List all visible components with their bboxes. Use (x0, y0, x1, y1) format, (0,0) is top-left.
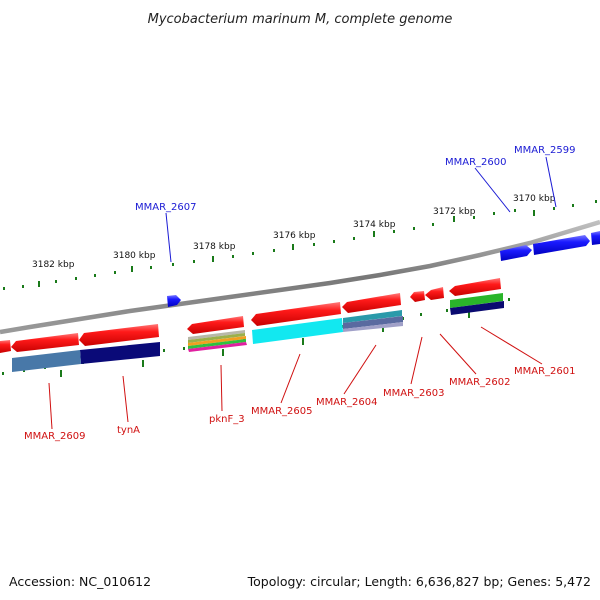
label-mmar-2607[interactable]: MMAR_2607 (135, 202, 197, 213)
tick-label-3174: 3174 kbp (353, 220, 396, 230)
leader-mmar-2604 (343, 344, 377, 395)
label-mmar-2609[interactable]: MMAR_2609 (24, 431, 86, 442)
tick-label-3182: 3182 kbp (32, 260, 75, 270)
leader-pknf-3 (220, 364, 223, 412)
gene-mmar-2604[interactable] (342, 293, 401, 313)
genome-summary-text: Topology: circular; Length: 6,636,827 bp… (247, 574, 591, 589)
gene-left-edge[interactable] (0, 340, 11, 353)
band-pknf-magenta (188, 342, 247, 352)
band-pknf-olive (188, 333, 245, 343)
accession-text: Accession: NC_010612 (9, 574, 151, 589)
leader-mmar-2605 (280, 353, 301, 404)
band-mmar-2609-blue (12, 350, 81, 372)
tick-label-3172: 3172 kbp (433, 207, 476, 217)
gene-mmar-2601[interactable] (449, 278, 501, 296)
band-teal (343, 310, 402, 323)
leader-mmar-2599 (545, 156, 557, 208)
band-pknf-orange (188, 336, 246, 346)
band-cyan (252, 318, 343, 344)
gene-beyond-edge[interactable] (591, 231, 600, 245)
leader-tyna (122, 375, 129, 423)
band-green (450, 293, 503, 308)
forward-genes (167, 231, 600, 307)
gene-mmar-2607[interactable] (167, 295, 181, 307)
gene-tyna[interactable] (79, 324, 159, 346)
band-lavender (343, 322, 403, 332)
label-mmar-2602[interactable]: MMAR_2602 (449, 377, 511, 388)
band-navy (450, 301, 504, 315)
outer-tick-track (3, 200, 597, 290)
leader-lines (48, 156, 557, 430)
band-pknf-green (188, 339, 246, 349)
leader-mmar-2609 (48, 382, 53, 430)
band-slate (343, 316, 403, 329)
gene-mmar-2609[interactable] (11, 333, 79, 352)
gene-mmar-2603[interactable] (410, 291, 425, 302)
label-tyna[interactable]: tynA (117, 425, 140, 436)
map-title: Mycobacterium marinum M, complete genome (148, 12, 453, 27)
label-mmar-2604[interactable]: MMAR_2604 (316, 397, 378, 408)
tick-labels: 3182 kbp 3180 kbp 3178 kbp 3176 kbp 3174… (32, 194, 556, 270)
leader-mmar-2601 (480, 326, 543, 365)
leader-mmar-2602 (439, 333, 477, 375)
label-mmar-2600[interactable]: MMAR_2600 (445, 157, 507, 168)
band-pknf-grey (188, 330, 245, 340)
label-mmar-2601[interactable]: MMAR_2601 (514, 366, 576, 377)
label-mmar-2603[interactable]: MMAR_2603 (383, 388, 445, 399)
feature-bands (12, 293, 504, 372)
leader-mmar-2607 (165, 212, 172, 263)
leader-mmar-2603 (410, 336, 423, 385)
genome-backbone (0, 219, 600, 335)
band-tyna-navy (80, 342, 160, 364)
label-mmar-2599[interactable]: MMAR_2599 (514, 145, 576, 156)
gene-labels: MMAR_2599 MMAR_2600 MMAR_2607 MMAR_2601 … (24, 145, 576, 442)
gene-pknf-3[interactable] (187, 316, 244, 334)
gene-mmar-2600[interactable] (500, 245, 532, 261)
gene-mmar-2599[interactable] (533, 235, 590, 255)
label-mmar-2605[interactable]: MMAR_2605 (251, 406, 313, 417)
gene-mmar-2605[interactable] (251, 302, 341, 326)
tick-label-3178: 3178 kbp (193, 242, 236, 252)
label-pknf-3[interactable]: pknF_3 (209, 414, 245, 425)
tick-label-3176: 3176 kbp (273, 231, 316, 241)
tick-label-3180: 3180 kbp (113, 251, 156, 261)
gene-mmar-2602[interactable] (425, 287, 444, 300)
reverse-genes (0, 278, 501, 353)
tick-label-3170: 3170 kbp (513, 194, 556, 204)
leader-mmar-2600 (474, 167, 511, 213)
